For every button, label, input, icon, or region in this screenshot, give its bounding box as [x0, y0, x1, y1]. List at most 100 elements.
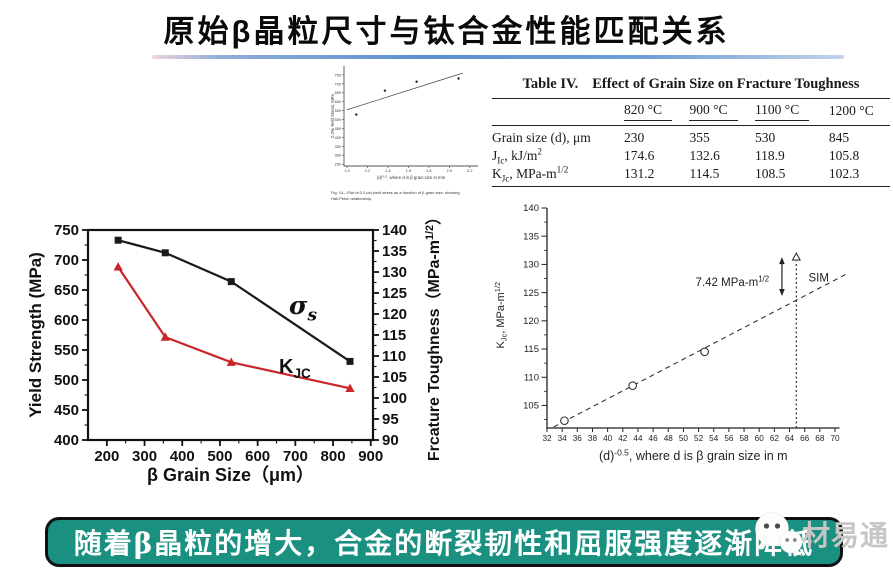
title-divider: [152, 55, 844, 59]
table-row: KJc, MPa-m1/2 131.2 114.5 108.5 102.3: [492, 165, 890, 187]
svg-text:800: 800: [321, 448, 346, 465]
svg-text:550: 550: [335, 109, 341, 113]
main-chart-plot: 200 300 400 500 600 700 800 900 400 450 500 550 600 6…: [26, 209, 443, 485]
table-cell: 105.8: [828, 148, 860, 163]
svg-text:450: 450: [335, 127, 341, 131]
svg-text:50: 50: [679, 434, 689, 443]
svg-text:56: 56: [724, 434, 734, 443]
svg-text:135: 135: [382, 243, 407, 260]
table-cell: 102.3: [828, 165, 890, 187]
table-row-label: Grain size (d), μm: [492, 130, 591, 145]
svg-text:300: 300: [132, 448, 157, 465]
svg-text:140: 140: [382, 222, 407, 239]
table-grid: 820 °C 900 °C 1100 °C 1200 °C Grain size (d…: [492, 98, 890, 187]
svg-text:52: 52: [694, 434, 704, 443]
svg-text:40: 40: [603, 434, 613, 443]
svg-text:130: 130: [523, 260, 539, 271]
delta-annotation: 7.42 MPa-m1/2: [696, 274, 770, 288]
svg-text:95: 95: [382, 411, 399, 428]
svg-text:125: 125: [382, 285, 407, 302]
table-cell: 114.5: [689, 165, 755, 187]
data-point: [345, 383, 355, 392]
svg-text:64: 64: [785, 434, 795, 443]
hall-petch-small-chart: 250 300 350 400 450 500 550 600 650 700 750 1.0 1.2 1…: [330, 66, 478, 201]
svg-text:350: 350: [335, 145, 341, 149]
sim-label: SIM: [808, 272, 828, 284]
data-point: [160, 332, 170, 341]
series-line-sigma: [117, 239, 351, 363]
svg-text:115: 115: [524, 344, 539, 355]
table-col-header: 900 °C: [689, 98, 755, 126]
svg-text:110: 110: [524, 372, 539, 383]
svg-text:54: 54: [709, 434, 719, 443]
small-chart-caption: Fig. 14—Plot of 0.2 pct yield stress as …: [331, 190, 460, 195]
small-chart-plot: 250 300 350 400 450 500 550 600 650 700 750 1.0 1.2 1…: [330, 66, 478, 201]
svg-text:48: 48: [664, 434, 674, 443]
page-title: 原始β晶粒尺寸与钛合金性能匹配关系: [163, 14, 730, 49]
data-point: [700, 347, 709, 357]
svg-text:1.0: 1.0: [344, 169, 349, 173]
data-point: [114, 236, 122, 244]
svg-text:105: 105: [382, 369, 407, 386]
svg-text:120: 120: [382, 306, 407, 323]
svg-text:700: 700: [335, 82, 341, 86]
svg-text:34: 34: [558, 434, 568, 443]
svg-text:105: 105: [523, 401, 539, 412]
table-row-label: JIc, kJ/m2: [492, 146, 543, 166]
svg-text:125: 125: [523, 288, 539, 299]
svg-text:1.2: 1.2: [365, 169, 370, 173]
kjc-hall-petch-chart: 105 110 115 120 125 130 135 140 32 34 36 38 40 42 44 46…: [493, 203, 849, 463]
svg-text:650: 650: [54, 282, 79, 299]
small-chart-caption: Hall-Petch relationship.: [331, 196, 372, 201]
conclusion-banner-text: 随着β晶粒的增大，合金的断裂韧性和屈服强度逐渐降低: [73, 527, 815, 560]
table-col-header: 820 °C: [624, 98, 690, 126]
svg-text:1.8: 1.8: [426, 169, 431, 173]
svg-text:750: 750: [54, 222, 79, 239]
table-body: Grain size (d), μm 230 355 530 845 JIc, kJ/m2…: [492, 126, 890, 187]
svg-text:400: 400: [54, 432, 79, 449]
svg-text:600: 600: [245, 448, 270, 465]
table-cell: 118.9: [754, 148, 785, 163]
svg-text:650: 650: [335, 91, 341, 95]
svg-text:750: 750: [335, 73, 341, 77]
table-row: Grain size (d), μm 230 355 530 845: [492, 126, 890, 148]
svg-text:66: 66: [800, 434, 810, 443]
data-point: [560, 416, 569, 426]
left-axis-label: Yield Strength (MPa): [26, 252, 45, 418]
svg-text:700: 700: [283, 448, 308, 465]
svg-text:600: 600: [54, 312, 79, 329]
svg-text:130: 130: [382, 264, 407, 281]
svg-text:36: 36: [573, 434, 583, 443]
series-label-sigma: σs: [289, 291, 317, 325]
data-point: [346, 357, 354, 365]
kjc-x-axis-label: (d)-0.5, where d is β grain size in m: [599, 447, 788, 463]
table-caption: Table IV. Effect of Grain Size on Fractur…: [492, 76, 890, 93]
svg-text:62: 62: [770, 434, 780, 443]
svg-text:1.4: 1.4: [385, 169, 390, 173]
table-col-header: 1100 °C: [754, 98, 829, 126]
table-row-label: KJc, MPa-m1/2: [492, 165, 624, 187]
data-point: [226, 357, 236, 366]
svg-text:2.0: 2.0: [447, 169, 452, 173]
svg-text:2.2: 2.2: [467, 169, 472, 173]
table-cell: 131.2: [624, 165, 690, 187]
table-cell: 355: [689, 130, 710, 145]
svg-text:60: 60: [755, 434, 765, 443]
svg-text:135: 135: [523, 231, 539, 242]
svg-text:38: 38: [588, 434, 598, 443]
svg-text:115: 115: [382, 327, 406, 344]
svg-text:600: 600: [335, 100, 341, 104]
svg-text:550: 550: [54, 342, 79, 359]
svg-text:200: 200: [94, 448, 119, 465]
strength-toughness-chart: 200 300 400 500 600 700 800 900 400 450 500 550 600 6…: [26, 209, 443, 485]
table-col-header: 1200 °C: [828, 98, 890, 126]
table-cell: 230: [624, 130, 645, 145]
table-cell: 530: [754, 130, 776, 145]
series-label-kjc: KJC: [279, 356, 311, 381]
svg-text:140: 140: [523, 203, 539, 214]
data-point: [227, 278, 235, 286]
svg-text:900: 900: [358, 448, 383, 465]
series-line-kjc: [117, 266, 351, 390]
svg-text:(d)-1/2, where d is β grain si: (d)-1/2, where d is β grain size in mm: [377, 174, 446, 180]
